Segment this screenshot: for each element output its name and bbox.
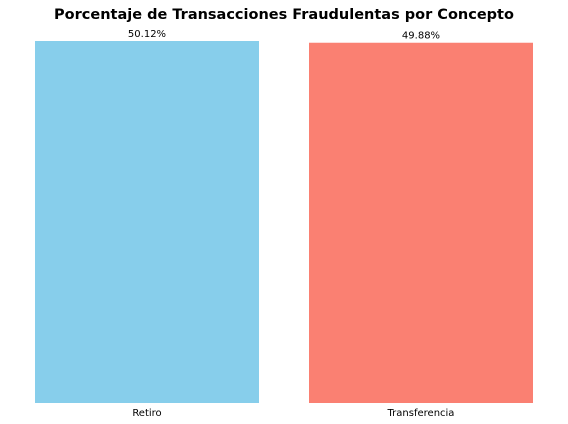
- x-tick-label-retiro: Retiro: [132, 408, 161, 419]
- bar-transferencia: [309, 42, 533, 404]
- x-tick-label-transferencia: Transferencia: [387, 408, 455, 419]
- chart-title: Porcentaje de Transacciones Fraudulentas…: [54, 7, 514, 23]
- plot-area: 50.12% Retiro 49.88% Transferencia: [35, 29, 533, 419]
- data-label-retiro: 50.12%: [128, 29, 166, 40]
- data-label-transferencia: 49.88%: [402, 31, 440, 42]
- bar-retiro: [35, 41, 259, 403]
